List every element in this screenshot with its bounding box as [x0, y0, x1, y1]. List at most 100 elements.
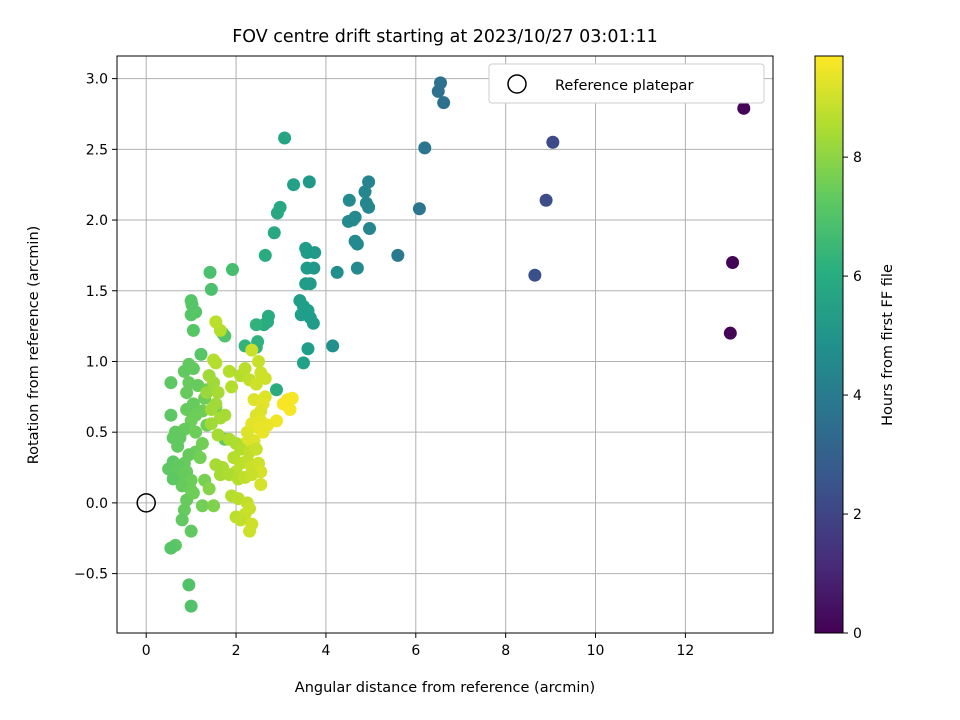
scatter-point — [222, 364, 236, 378]
scatter-point — [225, 263, 239, 277]
scatter-point — [307, 261, 321, 275]
scatter-point — [204, 417, 218, 431]
scatter-point — [308, 246, 322, 260]
scatter-point — [218, 408, 232, 422]
scatter-point — [234, 513, 248, 527]
x-axis-ticks: 0 2 4 6 8 10 12 — [142, 633, 694, 659]
y-tick-label: −0.5 — [74, 567, 108, 583]
reference-marker — [136, 493, 156, 513]
scatter-point — [287, 178, 301, 192]
x-tick-label: 10 — [587, 643, 605, 659]
x-tick-label: 4 — [321, 643, 330, 659]
scatter-point — [213, 468, 227, 482]
scatter-point — [164, 541, 178, 555]
scatter-point — [180, 386, 194, 400]
scatter-point — [342, 193, 356, 207]
scatter-point — [431, 84, 445, 98]
scatter-point — [283, 403, 297, 417]
scatter-point — [270, 383, 284, 397]
scatter-point — [258, 248, 272, 262]
scatter-point — [270, 206, 284, 220]
scatter-point — [341, 214, 355, 228]
scatter-point — [194, 347, 208, 361]
colorbar-tick-label: 6 — [853, 269, 862, 285]
scatter-point — [437, 96, 451, 110]
scatter-point — [164, 376, 178, 390]
scatter-point — [186, 323, 200, 337]
scatter-point — [350, 237, 364, 251]
scatter-point — [278, 131, 292, 145]
scatter-point — [207, 376, 221, 390]
scatter-point — [245, 468, 259, 482]
scatter-point — [209, 458, 223, 472]
scatter-point — [209, 356, 223, 370]
scatter-point — [249, 377, 263, 391]
scatter-point — [177, 364, 191, 378]
scatter-point — [737, 101, 751, 115]
scatter-point — [209, 397, 223, 411]
scatter-point — [391, 248, 405, 262]
chart-title: FOV centre drift starting at 2023/10/27 … — [232, 27, 658, 47]
plot-frame — [116, 55, 774, 634]
scatter-point — [350, 261, 364, 275]
scatter-point — [539, 193, 553, 207]
scatter-point — [726, 255, 740, 269]
scatter-point — [296, 356, 310, 370]
scatter-point — [207, 499, 221, 513]
scatter-point — [546, 135, 560, 149]
y-tick-label: 0.5 — [86, 425, 108, 441]
scatter-point — [204, 282, 218, 296]
scatter-point — [358, 185, 372, 199]
colorbar: 0 2 4 6 8 Hours from first FF file — [814, 55, 896, 642]
y-axis-ticks: −0.5 0.0 0.5 1.0 1.5 2.0 2.5 3.0 — [74, 72, 117, 583]
grid-lines — [117, 56, 773, 633]
scatter-point — [238, 362, 252, 376]
colorbar-tick-label: 4 — [853, 388, 862, 404]
scatter-point — [164, 408, 178, 422]
data-points — [162, 76, 751, 613]
scatter-point — [249, 442, 263, 456]
y-tick-label: 3.0 — [86, 72, 108, 88]
y-axis-label: Rotation from reference (arcmin) — [26, 226, 42, 465]
colorbar-ticks: 0 2 4 6 8 — [843, 150, 862, 642]
scatter-point — [225, 380, 239, 394]
y-tick-label: 1.5 — [86, 284, 108, 300]
colorbar-tick-label: 0 — [853, 626, 862, 642]
y-tick-label: 2.0 — [86, 213, 108, 229]
scatter-point — [203, 265, 217, 279]
scatter-point — [200, 386, 214, 400]
legend-label: Reference platepar — [555, 78, 693, 94]
scatter-point — [202, 482, 216, 496]
reference-platepar-marker — [136, 493, 156, 513]
scatter-point — [193, 451, 207, 465]
scatter-point — [528, 268, 542, 282]
scatter-point — [184, 524, 198, 538]
scatter-point — [303, 277, 317, 291]
scatter-point — [211, 428, 225, 442]
scatter-point — [362, 200, 376, 214]
scatter-point — [306, 316, 320, 330]
scatter-point — [249, 318, 263, 332]
scatter-point — [177, 503, 191, 517]
colorbar-label: Hours from first FF file — [880, 264, 896, 426]
scatter-point — [182, 578, 196, 592]
scatter-point — [252, 354, 266, 368]
scatter-point — [171, 439, 185, 453]
scatter-point — [301, 342, 315, 356]
scatter-point — [412, 202, 426, 216]
scatter-point — [243, 524, 257, 538]
scatter-point — [256, 425, 270, 439]
colorbar-gradient — [814, 55, 844, 634]
scatter-point — [175, 513, 189, 527]
scatter-point — [363, 222, 377, 236]
legend: Reference platepar — [488, 63, 765, 104]
scatter-point — [245, 343, 259, 357]
legend-box — [488, 63, 765, 104]
legend-marker — [507, 74, 527, 94]
x-tick-label: 0 — [142, 643, 151, 659]
colorbar-tick-label: 8 — [853, 150, 862, 166]
scatter-point — [209, 315, 223, 329]
scatter-point — [189, 425, 203, 439]
scatter-point — [254, 478, 268, 492]
x-tick-label: 12 — [676, 643, 694, 659]
